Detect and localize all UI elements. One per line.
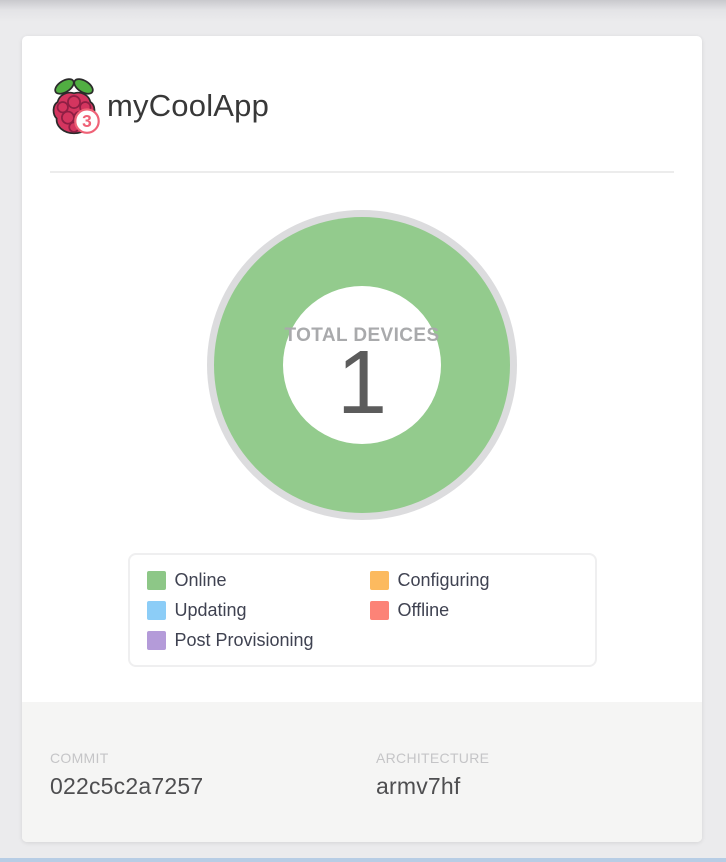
- page-bottom-accent-line: [0, 858, 726, 862]
- online-swatch: [146, 570, 166, 590]
- architecture-label: ARCHITECTURE: [376, 750, 490, 766]
- architecture-info: ARCHITECTURE armv7hf: [376, 750, 702, 842]
- card-footer: COMMIT 022c5c2a7257 ARCHITECTURE armv7hf: [22, 702, 702, 842]
- donut-hole: [283, 286, 441, 444]
- device-badge-number: 3: [82, 111, 92, 131]
- legend-item-offline[interactable]: Offline: [369, 595, 595, 625]
- total-devices-value: 1: [337, 333, 387, 433]
- legend-label: Online: [174, 569, 227, 590]
- devices-donut-chart: TOTAL DEVICES 1: [22, 207, 702, 523]
- legend-item-post-provisioning[interactable]: Post Provisioning: [146, 625, 370, 655]
- legend-label: Updating: [174, 599, 247, 620]
- legend-label: Configuring: [397, 569, 490, 590]
- configuring-swatch: [369, 570, 389, 590]
- legend-label: Offline: [397, 599, 450, 620]
- chart-legend: Online Configuring Updating Offline Post…: [127, 553, 597, 667]
- legend-item-configuring[interactable]: Configuring: [369, 565, 595, 595]
- device-count-badge-circle: [74, 108, 100, 134]
- donut-chart-svg: TOTAL DEVICES 1: [207, 210, 517, 520]
- post-provisioning-swatch: [146, 630, 166, 650]
- page-top-shadow: [0, 0, 726, 22]
- application-card: 3 myCoolApp TOTAL DEVICES 1 Online Confi…: [22, 36, 702, 842]
- raspberry-pi-3-icon: 3: [52, 78, 100, 135]
- total-devices-label: TOTAL DEVICES: [284, 325, 439, 346]
- legend-label: Post Provisioning: [174, 629, 314, 650]
- commit-value: 022c5c2a7257: [50, 773, 204, 799]
- header-divider: [50, 171, 674, 173]
- architecture-value: armv7hf: [376, 773, 461, 799]
- card-header: 3 myCoolApp: [22, 36, 702, 135]
- commit-label: COMMIT: [50, 750, 109, 766]
- offline-swatch: [369, 600, 389, 620]
- updating-swatch: [146, 600, 166, 620]
- legend-item-online[interactable]: Online: [146, 565, 370, 595]
- legend-item-updating[interactable]: Updating: [146, 595, 370, 625]
- commit-info: COMMIT 022c5c2a7257: [50, 750, 376, 842]
- app-title[interactable]: myCoolApp: [107, 87, 270, 123]
